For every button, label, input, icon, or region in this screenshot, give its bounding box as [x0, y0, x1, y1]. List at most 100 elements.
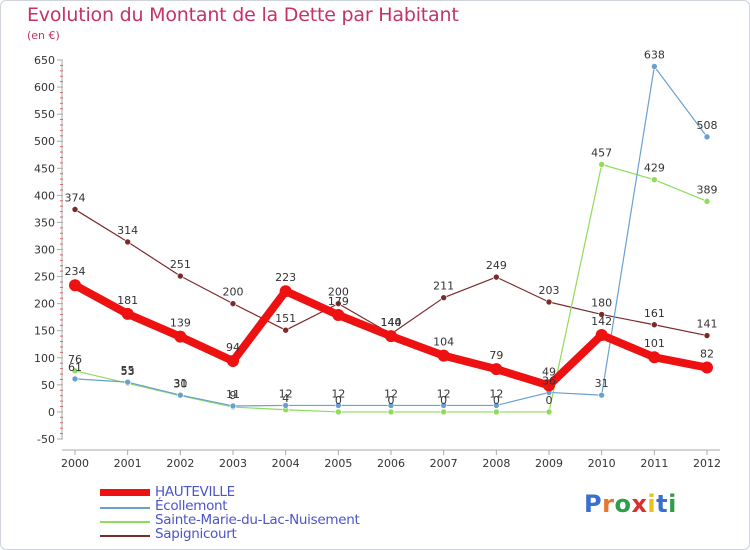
- data-label-sainte-marie-du-lac-nuisement: 0: [546, 394, 553, 407]
- data-label-sainte-marie-du-lac-nuisement: 389: [697, 183, 718, 196]
- data-label-sainte-marie-du-lac-nuisement: 4: [282, 392, 289, 405]
- data-label-sainte-marie-du-lac-nuisement: 0: [335, 394, 342, 407]
- x-tick-label: 2007: [430, 457, 458, 470]
- data-label-ecollemont: 31: [173, 377, 187, 390]
- data-point-sapignicourt: [651, 321, 658, 329]
- data-point-sapignicourt: [282, 326, 289, 334]
- x-tick-label: 2004: [272, 457, 300, 470]
- data-point-hauteville: [595, 329, 608, 342]
- logo-letter: o: [614, 490, 632, 518]
- legend-label: Sapignicourt: [155, 526, 237, 542]
- data-labels: 3743142512001512001442112492031801611417…: [65, 48, 718, 406]
- data-label-sainte-marie-du-lac-nuisement: 0: [388, 394, 395, 407]
- data-point-sapignicourt: [229, 300, 237, 307]
- data-point-ecollemont: [493, 402, 500, 409]
- data-point-sainte-marie-du-lac-nuisement: [335, 408, 342, 416]
- data-point-hauteville: [227, 355, 239, 368]
- data-point-sainte-marie-du-lac-nuisement: [493, 408, 500, 416]
- data-label-hauteville: 94: [226, 341, 240, 354]
- series-line-sainte-marie-du-lac-nuisement: [74, 163, 708, 413]
- data-label-hauteville: 139: [170, 317, 191, 330]
- data-point-sapignicourt: [545, 298, 553, 306]
- data-label-hauteville: 79: [489, 349, 503, 362]
- y-tick-label: 300: [34, 244, 55, 257]
- data-point-ecollemont: [703, 133, 711, 141]
- data-point-ecollemont: [124, 378, 131, 386]
- logo-letter: i: [668, 490, 677, 518]
- data-label-ecollemont: 12: [279, 387, 293, 400]
- data-label-ecollemont: 55: [121, 364, 135, 377]
- chart-subtitle: (en €): [27, 29, 60, 42]
- data-label-sapignicourt: 141: [697, 318, 718, 331]
- data-label-hauteville: 82: [700, 348, 714, 361]
- data-label-sapignicourt: 161: [644, 307, 665, 320]
- series-layer: [69, 63, 713, 416]
- x-tick-label: 2000: [61, 457, 89, 470]
- data-label-hauteville: 104: [433, 336, 454, 349]
- data-point-sapignicourt: [71, 206, 79, 213]
- data-label-sapignicourt: 144: [381, 316, 402, 329]
- data-label-sainte-marie-du-lac-nuisement: 0: [493, 394, 500, 407]
- legend: HAUTEVILLE Écollemont Sainte-Marie-du-Lac-…: [100, 484, 420, 542]
- data-label-hauteville: 140: [381, 316, 402, 329]
- y-tick-label: 150: [34, 325, 55, 338]
- x-tick-label: 2005: [324, 457, 352, 470]
- data-point-hauteville: [437, 349, 450, 362]
- data-point-sapignicourt: [493, 273, 500, 281]
- legend-label: Sainte-Marie-du-Lac-Nuisement: [155, 512, 360, 528]
- y-tick-label: 50: [41, 379, 55, 392]
- y-tick-label: 100: [34, 352, 55, 365]
- proxiti-logo: Proxiti: [584, 490, 677, 518]
- data-point-ecollemont: [282, 402, 289, 409]
- data-label-ecollemont: 12: [331, 387, 345, 400]
- data-label-sapignicourt: 314: [117, 224, 138, 237]
- logo-letter: i: [647, 490, 657, 518]
- x-tick-label: 2010: [588, 457, 616, 470]
- y-tick-label: 250: [34, 271, 55, 284]
- data-label-sapignicourt: 200: [223, 286, 244, 299]
- y-tick-label: 650: [34, 54, 55, 67]
- data-label-sapignicourt: 374: [65, 191, 86, 204]
- data-label-sapignicourt: 151: [275, 312, 296, 325]
- y-tick-label: -50: [37, 433, 55, 446]
- x-tick-label: 2006: [377, 457, 405, 470]
- data-point-sapignicourt: [440, 294, 447, 301]
- data-point-sapignicourt: [177, 272, 184, 280]
- x-tick-label: 2012: [693, 457, 721, 470]
- data-label-sainte-marie-du-lac-nuisement: 76: [68, 353, 82, 366]
- data-point-ecollemont: [71, 375, 79, 383]
- y-tick-label: 450: [34, 162, 55, 175]
- logo-letter: P: [584, 490, 603, 518]
- y-tick-label: 550: [34, 108, 55, 121]
- data-point-hauteville: [385, 330, 397, 343]
- axes: -500501001502002503003504004505005506006…: [34, 54, 721, 470]
- legend-label: Écollemont: [155, 498, 228, 514]
- logo-letter: r: [602, 490, 615, 518]
- x-tick-label: 2008: [482, 457, 510, 470]
- data-point-hauteville: [121, 307, 134, 320]
- data-label-hauteville: 181: [117, 294, 138, 307]
- data-point-sainte-marie-du-lac-nuisement: [71, 367, 79, 375]
- series-line-ecollemont: [74, 65, 708, 407]
- data-point-ecollemont: [598, 391, 605, 399]
- legend-item: Écollemont: [100, 498, 420, 514]
- legend-swatch: [100, 489, 150, 496]
- legend-label: HAUTEVILLE: [155, 484, 235, 500]
- data-point-hauteville: [648, 351, 661, 364]
- data-point-ecollemont: [177, 391, 184, 399]
- data-label-ecollemont: 12: [489, 387, 503, 400]
- data-label-ecollemont: 11: [226, 388, 240, 401]
- data-point-sainte-marie-du-lac-nuisement: [545, 408, 553, 416]
- legend-item: Sainte-Marie-du-Lac-Nuisement: [100, 512, 420, 528]
- data-label-sapignicourt: 211: [433, 280, 454, 293]
- data-label-ecollemont: 508: [697, 119, 718, 132]
- legend-item: HAUTEVILLE: [100, 484, 420, 500]
- data-point-sapignicourt: [335, 300, 342, 307]
- data-point-ecollemont: [335, 402, 342, 409]
- data-label-hauteville: 49: [542, 365, 556, 378]
- data-label-sapignicourt: 251: [170, 258, 191, 271]
- data-point-hauteville: [543, 379, 555, 392]
- x-tick-label: 2002: [166, 457, 194, 470]
- data-point-ecollemont: [651, 63, 658, 70]
- logo-letter: t: [656, 490, 669, 518]
